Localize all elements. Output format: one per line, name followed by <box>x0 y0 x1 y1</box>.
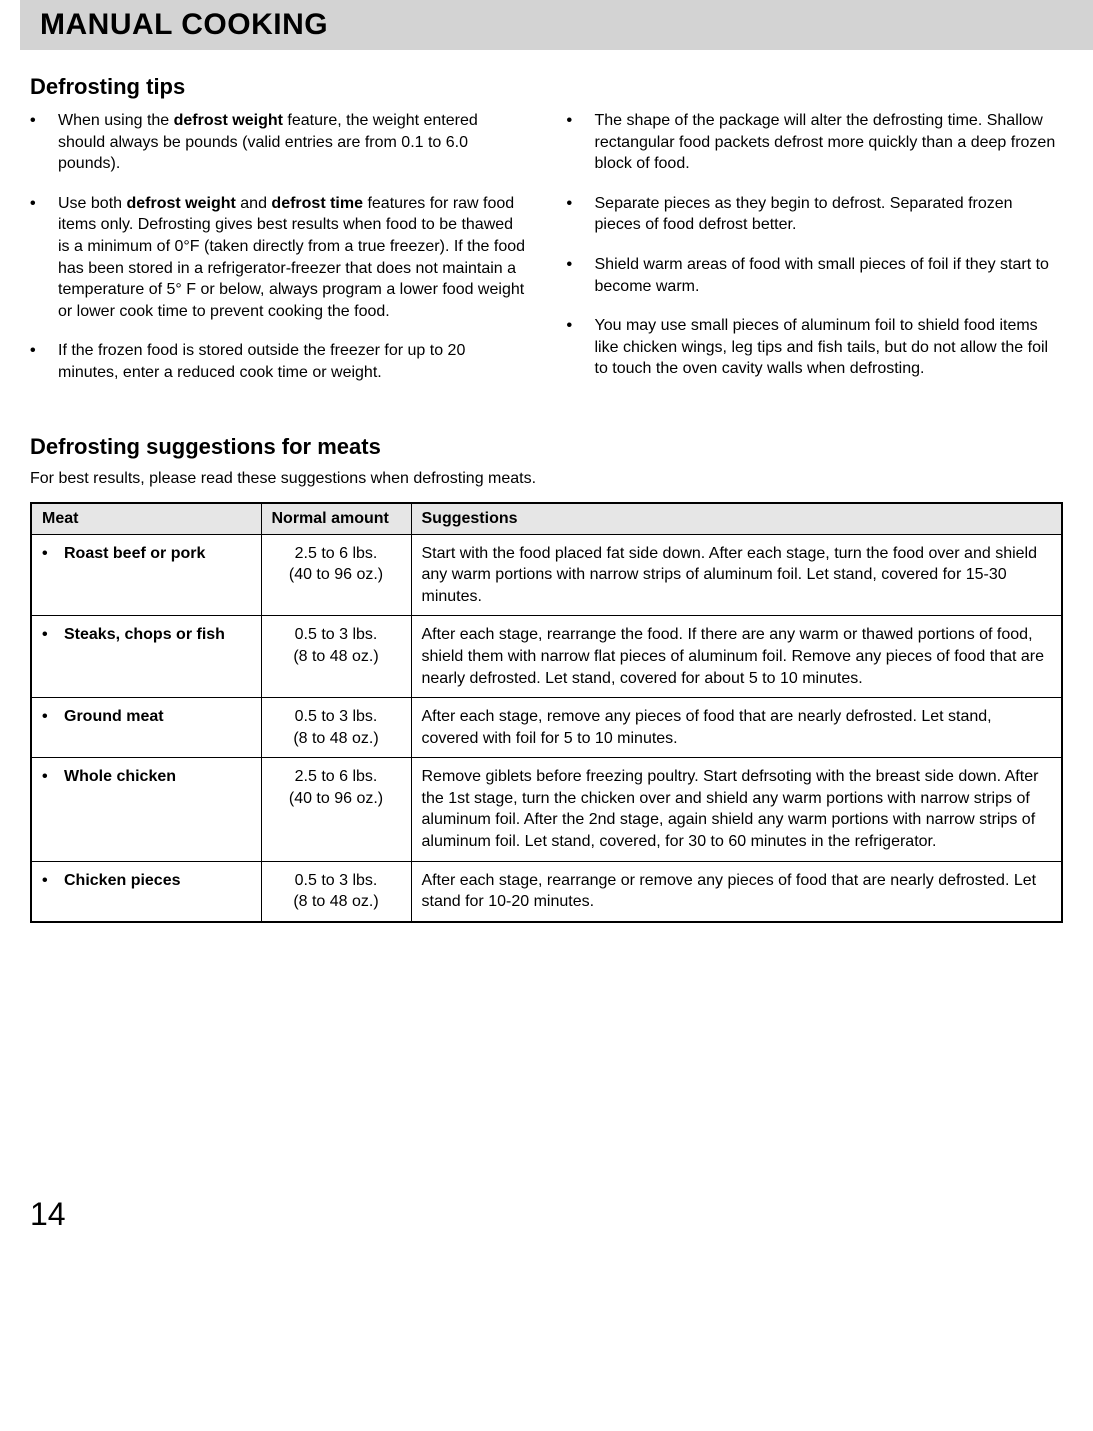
amount-sub: (8 to 48 oz.) <box>272 646 401 668</box>
meat-name: Roast beef or pork <box>64 543 205 565</box>
meat-cell: • Roast beef or pork <box>31 534 261 616</box>
table-header: Meat Normal amount Suggestions <box>31 503 1062 535</box>
bullet-icon: • <box>42 706 64 728</box>
tip-text: Separate pieces as they begin to defrost… <box>595 193 1064 236</box>
tips-right-column: • The shape of the package will alter th… <box>567 110 1064 402</box>
table-row: • Ground meat 0.5 to 3 lbs. (8 to 48 oz.… <box>31 698 1062 758</box>
bullet-icon: • <box>42 624 64 646</box>
tips-columns: • When using the defrost weight feature,… <box>30 110 1063 402</box>
amount-main: 2.5 to 6 lbs. <box>272 543 401 565</box>
tips-section-title: Defrosting tips <box>30 74 1063 100</box>
tip-item: • If the frozen food is stored outside t… <box>30 340 527 383</box>
header-suggestions: Suggestions <box>411 503 1062 535</box>
header-amount: Normal amount <box>261 503 411 535</box>
tip-text-part: When using the <box>58 112 174 129</box>
tip-text-part: Separate pieces as they begin to defrost… <box>595 195 1013 234</box>
amount-cell: 0.5 to 3 lbs. (8 to 48 oz.) <box>261 698 411 758</box>
tip-text-part: The shape of the package will alter the … <box>595 112 1056 172</box>
tip-text-part: Use both <box>58 195 126 212</box>
tip-text: When using the defrost weight feature, t… <box>58 110 527 175</box>
meat-suggestions-section: Defrosting suggestions for meats For bes… <box>30 434 1063 923</box>
tip-text: Shield warm areas of food with small pie… <box>595 254 1064 297</box>
bullet-icon: • <box>30 110 58 175</box>
tip-text-part: Shield warm areas of food with small pie… <box>595 256 1049 295</box>
tip-text: The shape of the package will alter the … <box>595 110 1064 175</box>
meat-name: Steaks, chops or fish <box>64 624 225 646</box>
table-row: • Chicken pieces 0.5 to 3 lbs. (8 to 48 … <box>31 861 1062 922</box>
defrosting-tips-section: Defrosting tips • When using the defrost… <box>30 74 1063 402</box>
tip-text-bold: defrost time <box>271 195 363 212</box>
meat-name: Whole chicken <box>64 766 176 788</box>
amount-main: 0.5 to 3 lbs. <box>272 706 401 728</box>
tip-text-part: and <box>236 195 272 212</box>
tip-item: • When using the defrost weight feature,… <box>30 110 527 175</box>
tip-text-part: If the frozen food is stored outside the… <box>58 342 465 381</box>
amount-cell: 2.5 to 6 lbs. (40 to 96 oz.) <box>261 758 411 861</box>
meat-name: Chicken pieces <box>64 870 181 892</box>
tips-left-column: • When using the defrost weight feature,… <box>30 110 527 402</box>
tip-item: • Shield warm areas of food with small p… <box>567 254 1064 297</box>
amount-sub: (40 to 96 oz.) <box>272 564 401 586</box>
meat-table: Meat Normal amount Suggestions • Roast b… <box>30 502 1063 923</box>
bullet-icon: • <box>567 193 595 236</box>
tip-text: Use both defrost weight and defrost time… <box>58 193 527 323</box>
suggestion-cell: After each stage, rearrange or remove an… <box>411 861 1062 922</box>
amount-main: 0.5 to 3 lbs. <box>272 624 401 646</box>
tip-text: You may use small pieces of aluminum foi… <box>595 315 1064 380</box>
page-header: MANUAL COOKING <box>20 0 1093 50</box>
suggestion-cell: After each stage, remove any pieces of f… <box>411 698 1062 758</box>
tip-text-part: You may use small pieces of aluminum foi… <box>595 317 1049 377</box>
tip-text: If the frozen food is stored outside the… <box>58 340 527 383</box>
meat-cell: • Whole chicken <box>31 758 261 861</box>
bullet-icon: • <box>42 543 64 565</box>
bullet-icon: • <box>42 870 64 892</box>
amount-sub: (8 to 48 oz.) <box>272 728 401 750</box>
amount-cell: 0.5 to 3 lbs. (8 to 48 oz.) <box>261 861 411 922</box>
suggestion-cell: Remove giblets before freezing poultry. … <box>411 758 1062 861</box>
amount-sub: (40 to 96 oz.) <box>272 788 401 810</box>
amount-main: 0.5 to 3 lbs. <box>272 870 401 892</box>
table-header-row: Meat Normal amount Suggestions <box>31 503 1062 535</box>
tip-item: • The shape of the package will alter th… <box>567 110 1064 175</box>
tip-item: • Separate pieces as they begin to defro… <box>567 193 1064 236</box>
tip-text-part: features for raw food items only. Defros… <box>58 195 525 320</box>
spacer <box>30 923 1063 1203</box>
header-meat: Meat <box>31 503 261 535</box>
bullet-icon: • <box>567 315 595 380</box>
amount-cell: 0.5 to 3 lbs. (8 to 48 oz.) <box>261 616 411 698</box>
amount-sub: (8 to 48 oz.) <box>272 891 401 913</box>
tip-text-bold: defrost weight <box>126 195 235 212</box>
amount-main: 2.5 to 6 lbs. <box>272 766 401 788</box>
page-title: MANUAL COOKING <box>40 8 1073 42</box>
meat-cell: • Chicken pieces <box>31 861 261 922</box>
bullet-icon: • <box>30 193 58 323</box>
tip-text-bold: defrost weight <box>174 112 283 129</box>
meat-cell: • Steaks, chops or fish <box>31 616 261 698</box>
table-row: • Roast beef or pork 2.5 to 6 lbs. (40 t… <box>31 534 1062 616</box>
suggestion-cell: After each stage, rearrange the food. If… <box>411 616 1062 698</box>
meat-intro-text: For best results, please read these sugg… <box>30 470 1063 488</box>
meat-cell: • Ground meat <box>31 698 261 758</box>
amount-cell: 2.5 to 6 lbs. (40 to 96 oz.) <box>261 534 411 616</box>
tip-item: • Use both defrost weight and defrost ti… <box>30 193 527 323</box>
suggestion-cell: Start with the food placed fat side down… <box>411 534 1062 616</box>
table-body: • Roast beef or pork 2.5 to 6 lbs. (40 t… <box>31 534 1062 922</box>
bullet-icon: • <box>567 254 595 297</box>
bullet-icon: • <box>42 766 64 788</box>
bullet-icon: • <box>30 340 58 383</box>
bullet-icon: • <box>567 110 595 175</box>
tip-item: • You may use small pieces of aluminum f… <box>567 315 1064 380</box>
table-row: • Whole chicken 2.5 to 6 lbs. (40 to 96 … <box>31 758 1062 861</box>
table-row: • Steaks, chops or fish 0.5 to 3 lbs. (8… <box>31 616 1062 698</box>
meat-name: Ground meat <box>64 706 164 728</box>
meat-section-title: Defrosting suggestions for meats <box>30 434 1063 460</box>
page-number: 14 <box>30 1196 66 1233</box>
